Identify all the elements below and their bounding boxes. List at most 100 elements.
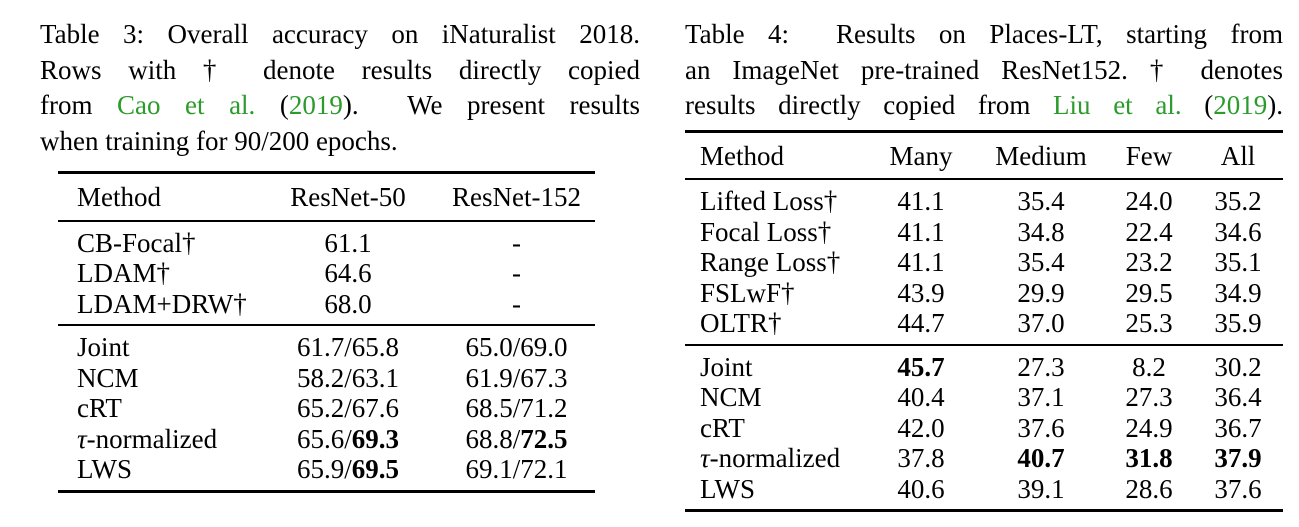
cell-text: 40.6 bbox=[897, 473, 945, 504]
value-cell: 45.7 bbox=[865, 345, 977, 383]
value-cell: 64.6 bbox=[258, 258, 438, 289]
cell-text: 42.0 bbox=[897, 412, 945, 443]
cell-text: 41.1 bbox=[897, 216, 945, 247]
caption-text: from bbox=[40, 90, 118, 120]
caption-text: Table 3: Overall accuracy on iNaturalist… bbox=[40, 19, 640, 49]
cell-bold-text: 31.8 bbox=[1125, 443, 1173, 473]
cell-bold-text: 69.3 bbox=[351, 423, 399, 454]
value-cell: 35.4 bbox=[977, 179, 1105, 217]
caption-text: ). bbox=[1267, 90, 1283, 120]
cell-text: 8.2 bbox=[1132, 351, 1166, 382]
citation-link-cao[interactable]: Cao et al. bbox=[117, 90, 256, 120]
caption-text: results directly copied from bbox=[685, 90, 1054, 120]
table-row: Joint 45.7 27.3 8.2 30.2 bbox=[685, 345, 1283, 383]
citation-link-liu-year[interactable]: 2019 bbox=[1213, 90, 1268, 120]
cell-text: 29.9 bbox=[1017, 277, 1065, 308]
cell-text: 35.4 bbox=[1017, 186, 1065, 216]
value-cell: 37.1 bbox=[977, 382, 1105, 413]
value-cell: 8.2 bbox=[1105, 345, 1193, 383]
method-cell: Joint bbox=[685, 345, 865, 383]
value-cell: 34.8 bbox=[977, 217, 1105, 248]
caption-text: an ImageNet pre-trained ResNet152. † den… bbox=[685, 54, 1283, 85]
cell-text: CB-Focal† bbox=[77, 227, 196, 258]
column-header-all: All bbox=[1220, 140, 1256, 171]
value-cell: 29.9 bbox=[977, 278, 1105, 309]
value-cell: - bbox=[438, 289, 595, 326]
citation-link-liu[interactable]: Liu et al. bbox=[1053, 90, 1182, 120]
value-cell: 27.3 bbox=[1105, 382, 1193, 413]
value-cell: 35.2 bbox=[1193, 179, 1283, 217]
value-cell: 24.9 bbox=[1105, 413, 1193, 444]
cell-bold-text: 72.5 bbox=[520, 423, 568, 454]
cell-text: 58.2/63.1 bbox=[296, 362, 399, 393]
cell-text: 37.6 bbox=[1017, 412, 1065, 443]
cell-text: cRT bbox=[700, 412, 745, 443]
cell-text: 61.9/67.3 bbox=[465, 362, 568, 393]
value-cell: 69.1/72.1 bbox=[438, 454, 595, 491]
value-cell: 68.8/72.5 bbox=[438, 424, 595, 455]
value-cell: - bbox=[438, 221, 595, 259]
value-cell: 37.6 bbox=[1193, 474, 1283, 511]
cell-bold-text: 69.5 bbox=[351, 454, 399, 484]
method-cell: FSLwF† bbox=[685, 278, 865, 309]
method-cell: LDAM† bbox=[58, 258, 258, 289]
value-cell: 22.4 bbox=[1105, 217, 1193, 248]
table-row: τ-normalized 37.8 40.7 31.8 37.9 bbox=[685, 443, 1283, 474]
cell-text: NCM bbox=[700, 382, 762, 412]
cell-text: Focal Loss† bbox=[700, 216, 832, 247]
value-cell: 39.1 bbox=[977, 474, 1105, 511]
value-cell: 36.4 bbox=[1193, 382, 1283, 413]
cell-text: Lifted Loss† bbox=[700, 186, 838, 216]
value-cell: 28.6 bbox=[1105, 474, 1193, 511]
method-cell: OLTR† bbox=[685, 308, 865, 345]
method-cell: NCM bbox=[685, 382, 865, 413]
cell-text: -normalized bbox=[709, 443, 841, 473]
cell-text: LWS bbox=[77, 454, 132, 484]
table-row: cRT 42.0 37.6 24.9 36.7 bbox=[685, 413, 1283, 444]
table-row: τ-normalized 65.6/69.3 68.8/72.5 bbox=[58, 424, 595, 455]
value-cell: - bbox=[438, 258, 595, 289]
method-cell: τ-normalized bbox=[58, 424, 258, 455]
caption-line: from Cao et al. (2019). We present resul… bbox=[40, 88, 640, 124]
method-cell: cRT bbox=[685, 413, 865, 444]
table-row: Range Loss† 41.1 35.4 23.2 35.1 bbox=[685, 247, 1283, 278]
cell-text: 37.1 bbox=[1017, 382, 1065, 412]
cell-text: 22.4 bbox=[1125, 216, 1173, 247]
caption-line: Rows with † denote results directly copi… bbox=[40, 53, 640, 89]
cell-text: 25.3 bbox=[1125, 308, 1173, 338]
cell-text: Range Loss† bbox=[700, 247, 841, 277]
right-column: Table 4: Results on Places-LT, starting … bbox=[685, 17, 1283, 512]
cell-text: Joint bbox=[700, 351, 753, 382]
value-cell: 35.1 bbox=[1193, 247, 1283, 278]
method-cell: NCM bbox=[58, 363, 258, 394]
caption-text: ). We present results bbox=[342, 90, 640, 120]
method-cell: Joint bbox=[58, 325, 258, 363]
column-header-resnet152: ResNet-152 bbox=[452, 182, 581, 212]
table-row: OLTR† 44.7 37.0 25.3 35.9 bbox=[685, 308, 1283, 345]
value-cell: 34.9 bbox=[1193, 278, 1283, 309]
cell-text: 30.2 bbox=[1214, 351, 1262, 382]
table4-group-copied-results: Lifted Loss† 41.1 35.4 24.0 35.2 Focal L… bbox=[685, 179, 1283, 345]
value-cell: 43.9 bbox=[865, 278, 977, 309]
table-row: NCM 40.4 37.1 27.3 36.4 bbox=[685, 382, 1283, 413]
cell-text: 44.7 bbox=[897, 308, 945, 338]
table4-group-decoupled-methods: Joint 45.7 27.3 8.2 30.2 NCM 40.4 37.1 2… bbox=[685, 345, 1283, 511]
cell-text: - bbox=[512, 227, 521, 258]
table-row: LDAM† 64.6 - bbox=[58, 258, 595, 289]
cell-text: 23.2 bbox=[1125, 247, 1173, 277]
citation-link-cao-year[interactable]: 2019 bbox=[288, 90, 343, 120]
caption-text: when training for 90/200 epochs. bbox=[40, 125, 398, 156]
table-row: LWS 65.9/69.5 69.1/72.1 bbox=[58, 454, 595, 491]
left-column: Table 3: Overall accuracy on iNaturalist… bbox=[40, 17, 640, 493]
cell-text: 36.7 bbox=[1214, 412, 1262, 443]
caption-line: an ImageNet pre-trained ResNet152. † den… bbox=[685, 53, 1283, 89]
table-row: CB-Focal† 61.1 - bbox=[58, 221, 595, 259]
table3: Method ResNet-50 ResNet-152 CB-Focal† 61… bbox=[58, 171, 595, 493]
value-cell: 25.3 bbox=[1105, 308, 1193, 345]
method-cell: Focal Loss† bbox=[685, 217, 865, 248]
cell-text: 65.9/ bbox=[296, 454, 352, 484]
cell-bold-text: 40.7 bbox=[1017, 443, 1065, 473]
method-cell: LWS bbox=[685, 474, 865, 511]
cell-text: 43.9 bbox=[897, 277, 945, 308]
value-cell: 65.2/67.6 bbox=[258, 393, 438, 424]
